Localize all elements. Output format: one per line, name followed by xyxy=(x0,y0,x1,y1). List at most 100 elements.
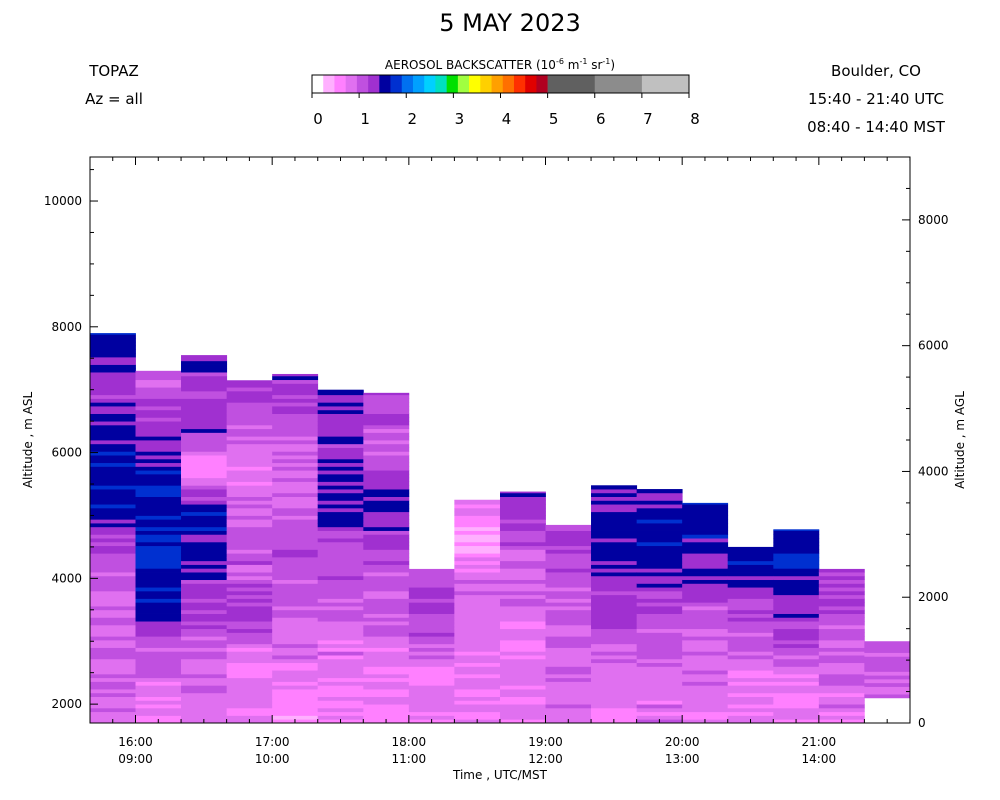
colorbar-tick-label: 8 xyxy=(690,110,700,128)
heatmap-cell xyxy=(500,583,546,588)
heatmap-cell xyxy=(454,689,501,694)
heatmap-cell xyxy=(90,590,136,596)
heatmap-cell xyxy=(591,515,638,520)
heatmap-cell xyxy=(272,519,319,524)
heatmap-cell xyxy=(591,647,638,652)
colorbar-swatch xyxy=(547,75,596,93)
heatmap-cell xyxy=(272,466,319,471)
heatmap-cell xyxy=(818,590,865,596)
heatmap-cell xyxy=(682,541,729,547)
heatmap-cell xyxy=(181,470,228,475)
heatmap-cell xyxy=(636,647,683,652)
heatmap-cell xyxy=(864,675,911,680)
heatmap-cell xyxy=(135,590,182,596)
colorbar-swatch xyxy=(480,75,492,93)
heatmap-cell xyxy=(408,598,455,603)
heatmap-cell xyxy=(90,583,136,588)
heatmap-cell xyxy=(500,647,546,652)
heatmap-cell xyxy=(181,572,228,577)
heatmap-cell xyxy=(135,526,182,531)
heatmap-cell xyxy=(181,458,228,464)
heatmap-cell xyxy=(408,666,455,671)
heatmap-cell xyxy=(773,549,820,554)
colorbar-swatch xyxy=(379,75,391,93)
heatmap-cell xyxy=(864,686,911,691)
heatmap-cell xyxy=(226,473,273,479)
heatmap-cell xyxy=(226,387,273,392)
heatmap-cell xyxy=(636,598,683,603)
heatmap-cell xyxy=(636,636,683,641)
heatmap-cell xyxy=(317,590,364,596)
heatmap-cell xyxy=(454,538,501,543)
heatmap-cell xyxy=(226,470,273,475)
colorbar-tick-label: 5 xyxy=(549,110,559,128)
heatmap-cell xyxy=(454,711,501,716)
heatmap-cell xyxy=(500,602,546,607)
heatmap-cell xyxy=(500,617,546,622)
heatmap-cell xyxy=(636,553,683,558)
heatmap-cell xyxy=(454,681,501,686)
heatmap-cell xyxy=(317,541,364,547)
heatmap-cell xyxy=(90,689,136,694)
heatmap-cell xyxy=(408,590,455,596)
colorbar-swatch xyxy=(334,75,346,93)
heatmap-cell xyxy=(727,647,774,652)
heatmap-cell xyxy=(818,583,865,588)
heatmap-cell xyxy=(500,549,546,554)
heatmap-cell xyxy=(90,655,136,660)
heatmap-cell xyxy=(818,681,865,686)
heatmap-cell xyxy=(181,523,228,528)
heatmap-cell xyxy=(363,636,410,641)
heatmap-cell xyxy=(454,499,501,501)
heatmap-cell xyxy=(454,560,501,565)
heatmap-cell xyxy=(545,583,592,588)
heatmap-cell xyxy=(226,394,273,399)
heatmap-cell xyxy=(818,572,865,577)
heatmap-cell xyxy=(181,692,228,697)
heatmap-cell xyxy=(636,651,683,656)
heatmap-cell xyxy=(500,628,546,633)
heatmap-cell xyxy=(317,606,364,611)
heatmap-cell xyxy=(682,507,729,513)
heatmap-cell xyxy=(591,541,638,547)
heatmap-cell xyxy=(135,507,182,513)
heatmap-cell xyxy=(226,655,273,660)
heatmap-cell xyxy=(545,524,592,528)
heatmap-cell xyxy=(500,500,546,505)
heatmap-cell xyxy=(272,704,319,709)
heatmap-cell xyxy=(90,685,136,690)
heatmap-cell xyxy=(591,572,638,577)
heatmap-cell xyxy=(181,473,228,479)
colorbar-swatch xyxy=(435,75,447,93)
heatmap-cell xyxy=(90,666,136,671)
heatmap-cell xyxy=(181,609,228,614)
heatmap-cell xyxy=(226,662,273,667)
heatmap-cell xyxy=(500,526,546,531)
y-right-tick-label: 4000 xyxy=(918,464,949,478)
colorbar-swatch xyxy=(390,75,403,93)
heatmap-cell xyxy=(272,523,319,528)
heatmap-cell xyxy=(272,553,319,558)
heatmap-cell xyxy=(135,651,182,656)
heatmap-cell xyxy=(135,700,182,705)
heatmap-cell xyxy=(135,534,182,539)
heatmap-cell xyxy=(682,502,729,505)
heatmap-cell xyxy=(90,333,136,335)
heatmap-cell xyxy=(591,594,638,599)
heatmap-cell xyxy=(181,451,228,456)
heatmap-cell xyxy=(773,587,820,592)
heatmap-cell xyxy=(727,658,774,664)
heatmap-cell xyxy=(500,572,546,577)
y-left-tick-label: 10000 xyxy=(44,194,82,208)
heatmap-cell xyxy=(226,575,273,581)
heatmap-cell xyxy=(135,443,182,448)
heatmap-cell xyxy=(135,481,182,486)
heatmap-cell xyxy=(636,613,683,618)
heatmap-cell xyxy=(591,507,638,513)
heatmap-cell xyxy=(135,424,182,430)
heatmap-cell xyxy=(545,711,592,716)
heatmap-cell xyxy=(363,632,410,637)
heatmap-cell xyxy=(408,662,455,667)
heatmap-cell xyxy=(135,692,182,697)
heatmap-cell xyxy=(181,489,228,494)
